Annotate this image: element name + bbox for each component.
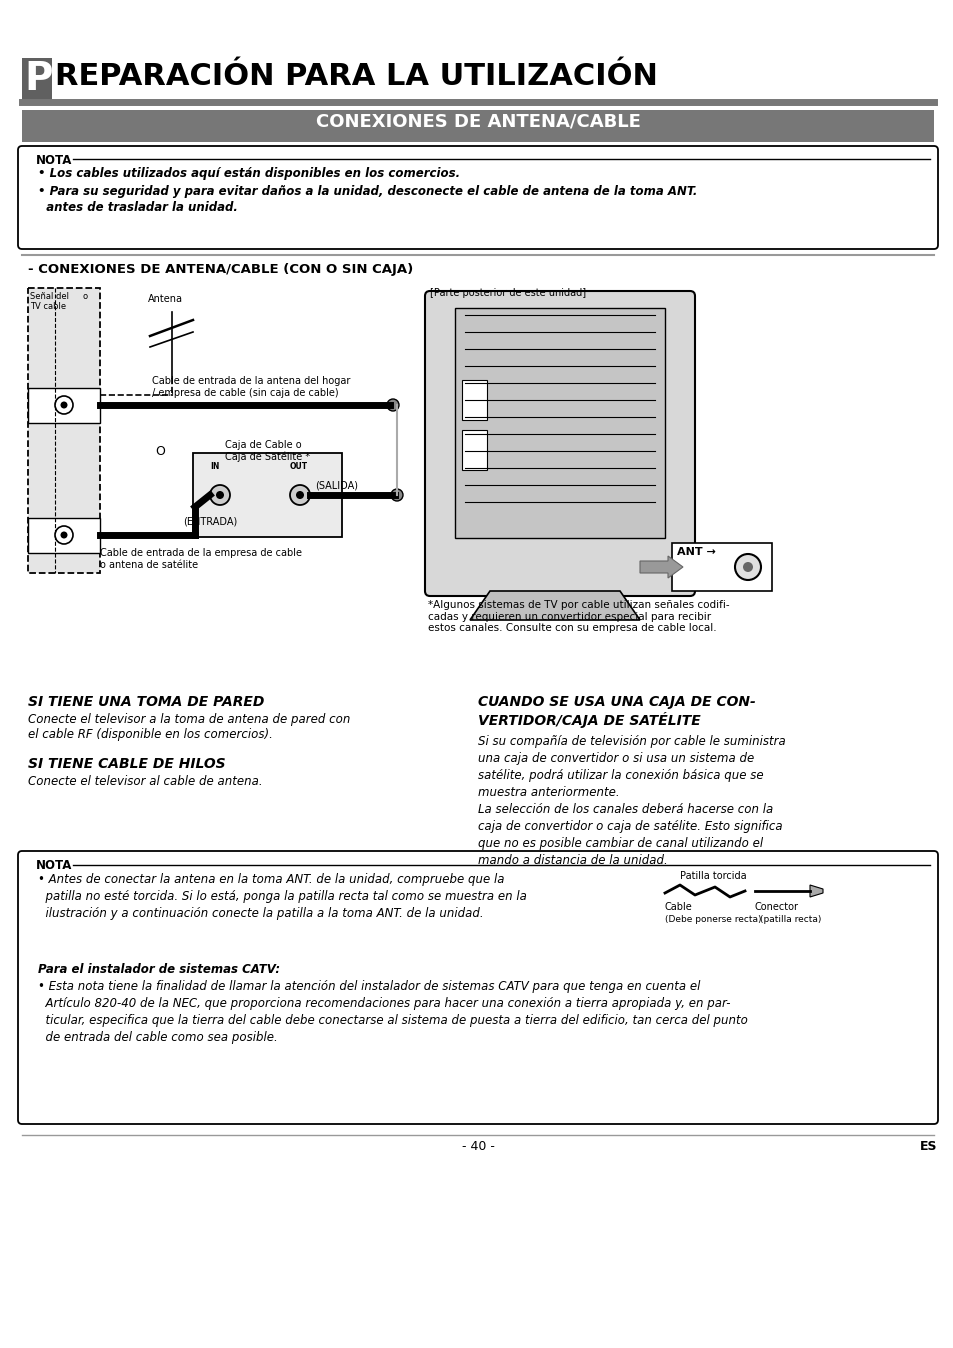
- Text: REPARACIÓN PARA LA UTILIZACIÓN: REPARACIÓN PARA LA UTILIZACIÓN: [55, 62, 658, 92]
- Circle shape: [55, 526, 73, 545]
- Text: OUT: OUT: [290, 462, 308, 470]
- Bar: [22, 58, 52, 100]
- Bar: [671, 543, 771, 590]
- Bar: [22, 111, 933, 142]
- Text: • Antes de conectar la antena en la toma ANT. de la unidad, compruebe que la: • Antes de conectar la antena en la toma…: [38, 874, 504, 886]
- Text: [Parte posterior de este unidad]: [Parte posterior de este unidad]: [430, 288, 585, 298]
- Text: Para el instalador de sistemas CATV:: Para el instalador de sistemas CATV:: [38, 962, 280, 976]
- Text: o: o: [83, 293, 88, 301]
- Text: Conecte el televisor al cable de antena.: Conecte el televisor al cable de antena.: [28, 775, 262, 789]
- Text: Cable: Cable: [664, 902, 692, 913]
- FancyBboxPatch shape: [18, 851, 937, 1124]
- Circle shape: [734, 554, 760, 580]
- Text: Conecte el televisor a la toma de antena de pared con
el cable RF (disponible en: Conecte el televisor a la toma de antena…: [28, 713, 350, 741]
- Text: ANT →: ANT →: [677, 547, 715, 557]
- Circle shape: [391, 489, 402, 501]
- Text: Señal del
TV cable: Señal del TV cable: [30, 293, 69, 311]
- Text: SI TIENE UNA TOMA DE PARED: SI TIENE UNA TOMA DE PARED: [28, 696, 264, 709]
- Text: Caja de Cable o
Caja de Satélite *: Caja de Cable o Caja de Satélite *: [225, 439, 310, 462]
- Text: NOTA: NOTA: [36, 154, 72, 167]
- FancyBboxPatch shape: [424, 291, 695, 596]
- Text: de entrada del cable como sea posible.: de entrada del cable como sea posible.: [38, 1031, 277, 1043]
- Bar: [455, 307, 664, 538]
- Text: SI TIENE CABLE DE HILOS: SI TIENE CABLE DE HILOS: [28, 758, 226, 771]
- Text: Conector: Conector: [754, 902, 799, 913]
- Polygon shape: [809, 886, 822, 896]
- Text: Cable de entrada de la antena del hogar
/ empresa de cable (sin caja de cable): Cable de entrada de la antena del hogar …: [152, 376, 350, 398]
- Text: Antena: Antena: [148, 294, 183, 305]
- Text: Cable de entrada de la empresa de cable
o antena de satélite: Cable de entrada de la empresa de cable …: [100, 549, 302, 570]
- Text: Patilla torcida: Patilla torcida: [679, 871, 746, 882]
- Text: O: O: [154, 445, 165, 458]
- Text: (patilla recta): (patilla recta): [760, 915, 821, 923]
- Text: La selección de los canales deberá hacerse con la: La selección de los canales deberá hacer…: [477, 803, 773, 816]
- Text: ES: ES: [919, 1140, 937, 1153]
- Text: NOTA: NOTA: [36, 859, 72, 872]
- Circle shape: [290, 485, 310, 506]
- Text: satélite, podrá utilizar la conexión básica que se: satélite, podrá utilizar la conexión bás…: [477, 768, 762, 782]
- Bar: [28, 388, 100, 423]
- Bar: [461, 430, 486, 470]
- FancyBboxPatch shape: [193, 453, 341, 537]
- Text: una caja de convertidor o si usa un sistema de: una caja de convertidor o si usa un sist…: [477, 752, 754, 766]
- Circle shape: [60, 531, 68, 538]
- Text: *Algunos sistemas de TV por cable utilizan señales codifi-
cadas y requieren un : *Algunos sistemas de TV por cable utiliz…: [428, 600, 729, 634]
- Polygon shape: [470, 590, 639, 620]
- Text: • Esta nota tiene la finalidad de llamar la atención del instalador de sistemas : • Esta nota tiene la finalidad de llamar…: [38, 980, 700, 993]
- Text: (SALIDA): (SALIDA): [314, 480, 357, 491]
- Text: ilustración y a continuación conecte la patilla a la toma ANT. de la unidad.: ilustración y a continuación conecte la …: [38, 907, 483, 919]
- Circle shape: [215, 491, 224, 499]
- Text: (ENTRADA): (ENTRADA): [183, 518, 237, 527]
- Circle shape: [55, 396, 73, 414]
- Text: IN: IN: [210, 462, 219, 470]
- FancyBboxPatch shape: [18, 146, 937, 249]
- Text: • Para su seguridad y para evitar daños a la unidad, desconecte el cable de ante: • Para su seguridad y para evitar daños …: [38, 185, 697, 198]
- Text: patilla no esté torcida. Si lo está, ponga la patilla recta tal como se muestra : patilla no esté torcida. Si lo está, pon…: [38, 890, 526, 903]
- Text: • Los cables utilizados aquí están disponibles en los comercios.: • Los cables utilizados aquí están dispo…: [38, 167, 459, 181]
- Text: Artículo 820-40 de la NEC, que proporciona recomendaciones para hacer una conexi: Artículo 820-40 de la NEC, que proporcio…: [38, 998, 730, 1010]
- Circle shape: [295, 491, 304, 499]
- Text: (Debe ponerse recta): (Debe ponerse recta): [664, 915, 760, 923]
- Text: Si su compañía de televisión por cable le suministra: Si su compañía de televisión por cable l…: [477, 735, 785, 748]
- Text: antes de trasladar la unidad.: antes de trasladar la unidad.: [38, 201, 237, 214]
- Text: mando a distancia de la unidad.: mando a distancia de la unidad.: [477, 855, 667, 867]
- Text: CONEXIONES DE ANTENA/CABLE: CONEXIONES DE ANTENA/CABLE: [315, 113, 639, 131]
- Text: - CONEXIONES DE ANTENA/CABLE (CON O SIN CAJA): - CONEXIONES DE ANTENA/CABLE (CON O SIN …: [28, 263, 413, 276]
- Text: que no es posible cambiar de canal utilizando el: que no es posible cambiar de canal utili…: [477, 837, 762, 851]
- Text: ticular, especifica que la tierra del cable debe conectarse al sistema de puesta: ticular, especifica que la tierra del ca…: [38, 1014, 747, 1027]
- Circle shape: [210, 485, 230, 506]
- Text: CUANDO SE USA UNA CAJA DE CON-
VERTIDOR/CAJA DE SATÉLITE: CUANDO SE USA UNA CAJA DE CON- VERTIDOR/…: [477, 696, 755, 728]
- Bar: [28, 288, 100, 573]
- Text: caja de convertidor o caja de satélite. Esto significa: caja de convertidor o caja de satélite. …: [477, 820, 781, 833]
- FancyArrow shape: [639, 555, 682, 578]
- Text: - 40 -: - 40 -: [461, 1140, 494, 1153]
- Circle shape: [60, 402, 68, 408]
- Text: muestra anteriormente.: muestra anteriormente.: [477, 786, 619, 799]
- Bar: [461, 380, 486, 421]
- Circle shape: [742, 562, 752, 572]
- Circle shape: [387, 399, 398, 411]
- Bar: [28, 518, 100, 553]
- Text: P: P: [24, 61, 52, 98]
